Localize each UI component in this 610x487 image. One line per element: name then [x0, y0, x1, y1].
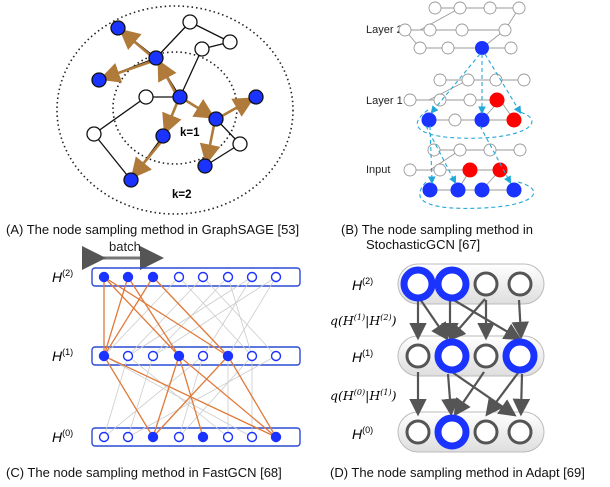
row-h2	[397, 263, 545, 305]
node-sampled	[502, 338, 538, 374]
node-unsampled	[138, 89, 154, 105]
node-red	[492, 162, 508, 178]
layer2-label: Layer 2	[366, 24, 403, 36]
sampled-edges	[103, 276, 277, 438]
node-sampled	[434, 338, 470, 374]
node-sampled	[475, 41, 489, 55]
k2-label: k=2	[172, 189, 192, 201]
batch-label: batch	[109, 239, 141, 254]
panel-b-stochasticgcn: Layer 2 Layer 1 Input	[366, 1, 535, 209]
node-unsampled	[194, 41, 210, 57]
node-red	[489, 92, 505, 108]
node-sampled	[434, 414, 470, 450]
layer1-label: Layer 1	[366, 95, 403, 107]
caption-d: (D) The node sampling method in Adapt [6…	[330, 465, 585, 480]
graph-nodes	[86, 14, 264, 188]
node-red	[462, 162, 478, 178]
adapt-arrows	[409, 298, 531, 417]
d-h2-label: H(2)	[352, 276, 373, 293]
input-label: Input	[366, 164, 390, 176]
node-sampled	[148, 50, 164, 66]
node-sampled	[422, 182, 438, 198]
layer-h2-box	[91, 267, 301, 287]
node-sampled	[197, 158, 213, 174]
node-sampled	[506, 182, 522, 198]
node-sampled	[110, 20, 126, 36]
h1-label: H(1)	[52, 347, 73, 364]
caption-b-line2: StochasticGCN [67]	[366, 237, 481, 252]
node-unsampled	[232, 136, 248, 152]
sampled-arrows	[99, 28, 255, 180]
panel-d-adapt: H(2) H(1) H(0) q(H(1)|H(2)) q(H(0)|H(1))	[330, 263, 545, 453]
node-sampled	[474, 182, 490, 198]
node-sampled	[400, 266, 436, 302]
node-sampled	[421, 112, 437, 128]
outer-hop-circle	[56, 5, 294, 215]
node-unsampled	[182, 14, 198, 30]
node-sampled	[208, 111, 224, 127]
panel-c-fastgcn: batch	[52, 239, 301, 447]
layer-h1-box	[91, 346, 301, 366]
caption-a: (A) The node sampling method in GraphSAG…	[6, 222, 300, 237]
node-sampled	[123, 172, 139, 188]
sampling-cones	[416, 53, 535, 209]
node-sampled	[91, 72, 107, 88]
h0-label: H(0)	[52, 428, 73, 445]
node-sampled	[474, 112, 490, 128]
node-unsampled	[86, 126, 102, 142]
k1-label: k=1	[180, 127, 200, 139]
node-sampled	[248, 89, 264, 105]
d-h0-label: H(0)	[352, 425, 373, 442]
node-sampled	[155, 128, 171, 144]
h2-label: H(2)	[52, 268, 73, 285]
caption-b-line1: (B) The node sampling method in	[341, 222, 533, 237]
q0-label: q(H(0)|H(1))	[330, 388, 397, 403]
node-red	[506, 112, 522, 128]
node-unsampled	[222, 34, 238, 50]
row-h0	[397, 411, 545, 453]
q1-label: q(H(1)|H(2))	[330, 313, 397, 328]
node-sampled	[434, 266, 470, 302]
caption-c: (C) The node sampling method in FastGCN …	[6, 465, 282, 480]
d-h1-label: H(1)	[352, 348, 373, 365]
node-sampled	[172, 89, 188, 105]
node-sampled	[450, 182, 466, 198]
layer-h0-box	[91, 427, 301, 447]
